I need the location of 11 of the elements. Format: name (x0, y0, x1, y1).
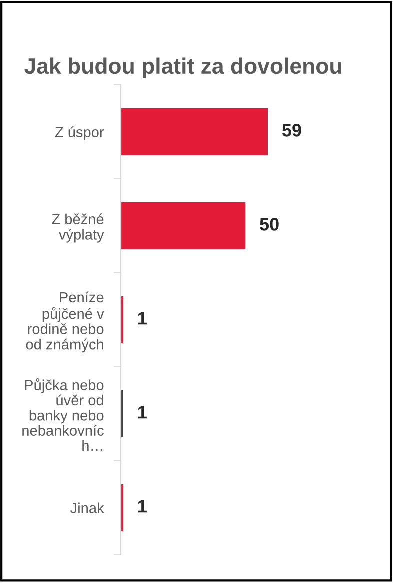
y-tick-label: Půjčka nebo úvěr od banky nebo nebankovníc h… (22, 378, 104, 452)
chart-title: Jak budou platit za dovolenou (24, 58, 342, 78)
data-label: 59 (282, 124, 302, 137)
y-tick-label: Jinak (70, 502, 104, 514)
y-tick-label: Z běžné výplaty (52, 214, 104, 243)
data-label: 1 (138, 406, 147, 419)
data-label: 1 (138, 312, 147, 325)
y-tick-label: Peníze půjčené v rodině nebo od známých (26, 292, 104, 353)
data-label: 50 (260, 218, 279, 231)
data-label: 1 (138, 500, 147, 513)
y-tick-label: Z úspor (55, 126, 104, 140)
